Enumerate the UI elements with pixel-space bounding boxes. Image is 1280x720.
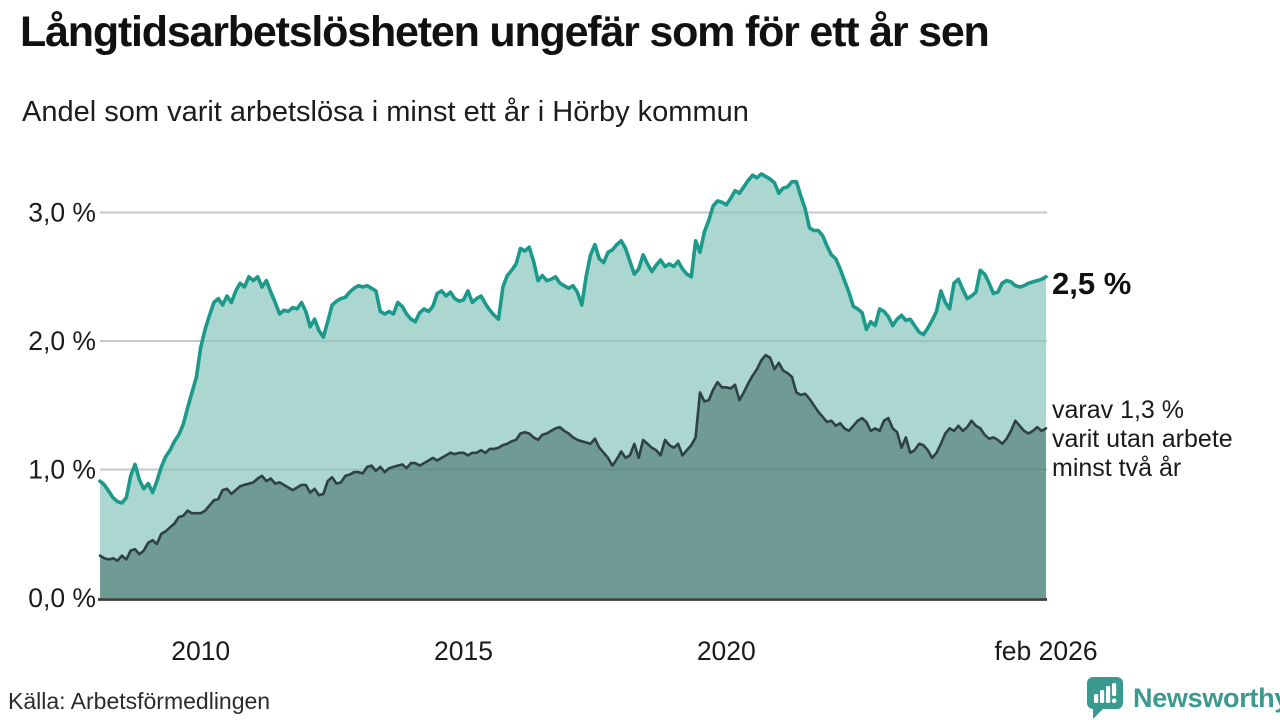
- x-tick-label: 2020: [697, 636, 756, 666]
- newsworthy-wordmark: Newsworthy: [1133, 682, 1280, 713]
- two-year-line: [98, 353, 1048, 562]
- y-tick-label: 3,0 %: [28, 198, 96, 228]
- newsworthy-bubble-icon: [1087, 677, 1123, 719]
- bubble-shape: [1087, 677, 1123, 719]
- y-tick-label: 2,0 %: [28, 326, 96, 356]
- source-note: Källa: Arbetsförmedlingen: [8, 688, 271, 714]
- bar-1: [1094, 694, 1099, 703]
- bar-2: [1100, 690, 1105, 703]
- exclamation-dot: [1111, 698, 1117, 704]
- latest-value-label: 2,5 %: [1052, 266, 1132, 301]
- page-subtitle: Andel som varit arbetslösa i minst ett å…: [22, 96, 749, 128]
- x-tick-label: feb 2026: [994, 636, 1097, 666]
- y-tick-label: 1,0 %: [28, 455, 96, 485]
- exclamation-bar: [1112, 683, 1117, 696]
- y-tick-label: 0,0 %: [28, 583, 96, 613]
- bar-3: [1106, 686, 1111, 703]
- two-year-annotation: varav 1,3 % varit utan arbete minst två …: [1052, 396, 1233, 482]
- page-title: Långtidsarbetslösheten ungefär som för e…: [20, 8, 990, 56]
- two-year-area: [100, 355, 1046, 598]
- total-line: [98, 172, 1048, 505]
- newsworthy-logo: Newsworthy: [1086, 676, 1280, 720]
- x-tick-label: 2015: [434, 636, 493, 666]
- x-tick-label: 2010: [171, 636, 230, 666]
